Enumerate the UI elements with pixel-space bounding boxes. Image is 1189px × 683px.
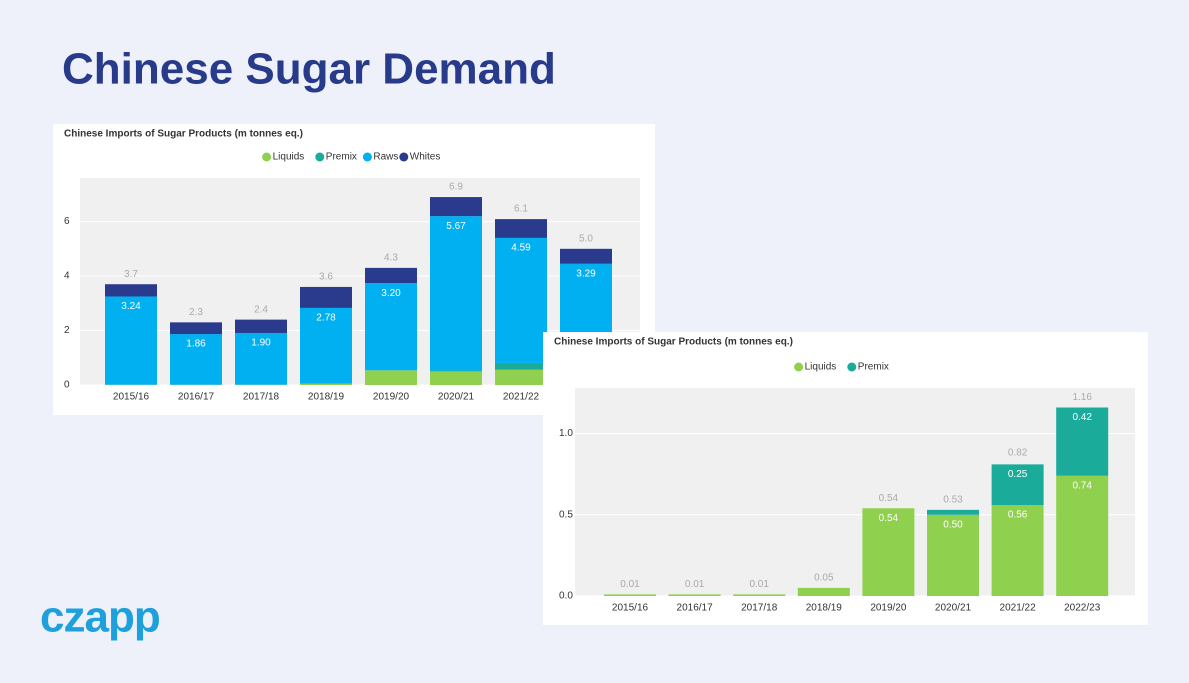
total-label: 4.3 bbox=[384, 253, 398, 264]
value-label: 0.56 bbox=[1008, 510, 1028, 521]
x-tick-label: 2021/22 bbox=[1000, 603, 1037, 614]
chart-title: Chinese Imports of Sugar Products (m ton… bbox=[554, 337, 793, 348]
legend-swatch bbox=[399, 153, 408, 162]
total-label: 1.16 bbox=[1072, 392, 1092, 403]
value-label: 0.42 bbox=[1072, 412, 1092, 423]
value-label: 5.67 bbox=[446, 221, 466, 232]
bar-segment bbox=[235, 320, 287, 333]
x-tick-label: 2015/16 bbox=[612, 603, 649, 614]
x-tick-label: 2018/19 bbox=[308, 392, 345, 403]
bar-segment bbox=[495, 219, 547, 238]
value-label: 0.74 bbox=[1072, 480, 1092, 491]
total-label: 0.05 bbox=[814, 573, 834, 584]
value-label: 0.50 bbox=[943, 519, 963, 530]
bar-segment bbox=[430, 371, 482, 385]
bar-segment bbox=[1056, 476, 1108, 596]
total-label: 3.6 bbox=[319, 272, 333, 283]
y-tick-label: 0.5 bbox=[559, 509, 573, 520]
value-label: 0.54 bbox=[879, 513, 899, 524]
value-label: 0.25 bbox=[1008, 469, 1028, 480]
total-label: 0.01 bbox=[685, 579, 705, 590]
legend-label: Liquids bbox=[273, 152, 305, 163]
y-tick-label: 1.0 bbox=[559, 428, 573, 439]
value-label: 3.20 bbox=[381, 288, 401, 299]
total-label: 2.3 bbox=[189, 307, 203, 318]
total-label: 6.1 bbox=[514, 203, 528, 214]
x-tick-label: 2018/19 bbox=[806, 603, 843, 614]
legend-label: Raws bbox=[373, 152, 398, 163]
legend-label: Premix bbox=[326, 152, 357, 163]
total-label: 2.4 bbox=[254, 304, 268, 315]
x-tick-label: 2016/17 bbox=[178, 392, 215, 403]
value-label: 1.90 bbox=[251, 338, 271, 349]
total-label: 6.9 bbox=[449, 182, 463, 193]
value-label: 4.59 bbox=[511, 243, 531, 254]
y-tick-label: 0.0 bbox=[559, 591, 573, 602]
x-tick-label: 2019/20 bbox=[870, 603, 907, 614]
bar-segment bbox=[669, 594, 721, 596]
plot-area bbox=[575, 388, 1135, 596]
bar-segment bbox=[927, 510, 979, 515]
bar-segment bbox=[300, 384, 352, 385]
value-label: 2.78 bbox=[316, 313, 336, 324]
bar-segment bbox=[430, 197, 482, 216]
total-label: 0.54 bbox=[879, 493, 899, 504]
x-tick-label: 2020/21 bbox=[935, 603, 972, 614]
bar-segment bbox=[105, 284, 157, 296]
x-tick-label: 2021/22 bbox=[503, 392, 540, 403]
value-label: 3.24 bbox=[121, 301, 141, 312]
total-label: 0.01 bbox=[620, 579, 640, 590]
bar-segment bbox=[170, 322, 222, 334]
x-tick-label: 2017/18 bbox=[741, 603, 778, 614]
bar-segment bbox=[365, 370, 417, 385]
y-tick-label: 6 bbox=[64, 216, 70, 227]
slide-title: Chinese Sugar Demand bbox=[62, 45, 556, 94]
y-tick-label: 0 bbox=[64, 380, 70, 391]
bar-segment bbox=[430, 371, 482, 372]
bar-segment bbox=[604, 594, 656, 596]
total-label: 0.53 bbox=[943, 495, 963, 506]
total-label: 0.82 bbox=[1008, 447, 1028, 458]
bar-segment bbox=[365, 268, 417, 283]
x-tick-label: 2022/23 bbox=[1064, 603, 1101, 614]
total-label: 5.0 bbox=[579, 233, 593, 244]
legend-swatch bbox=[262, 153, 271, 162]
x-tick-label: 2020/21 bbox=[438, 392, 475, 403]
bar-segment bbox=[798, 588, 850, 596]
bar-segment bbox=[495, 363, 547, 370]
x-tick-label: 2019/20 bbox=[373, 392, 410, 403]
x-tick-label: 2016/17 bbox=[677, 603, 714, 614]
x-tick-label: 2015/16 bbox=[113, 392, 150, 403]
chart-title: Chinese Imports of Sugar Products (m ton… bbox=[64, 129, 303, 140]
value-label: 3.29 bbox=[576, 268, 596, 279]
legend-swatch bbox=[847, 363, 856, 372]
bar-segment bbox=[733, 594, 785, 596]
total-label: 3.7 bbox=[124, 269, 138, 280]
y-tick-label: 4 bbox=[64, 271, 70, 282]
legend-label: Whites bbox=[410, 152, 441, 163]
legend-label: Liquids bbox=[805, 362, 837, 373]
legend-swatch bbox=[794, 363, 803, 372]
legend-swatch bbox=[363, 153, 372, 162]
legend-swatch bbox=[315, 153, 324, 162]
total-label: 0.01 bbox=[749, 579, 769, 590]
bar-segment bbox=[300, 287, 352, 308]
bar-segment bbox=[560, 249, 612, 264]
value-label: 1.86 bbox=[186, 339, 206, 350]
logo: czapp bbox=[40, 593, 160, 642]
bar-segment bbox=[495, 370, 547, 385]
legend-label: Premix bbox=[858, 362, 889, 373]
y-tick-label: 2 bbox=[64, 325, 70, 336]
bar-segment bbox=[495, 238, 547, 363]
x-tick-label: 2017/18 bbox=[243, 392, 280, 403]
bar-segment bbox=[430, 216, 482, 370]
